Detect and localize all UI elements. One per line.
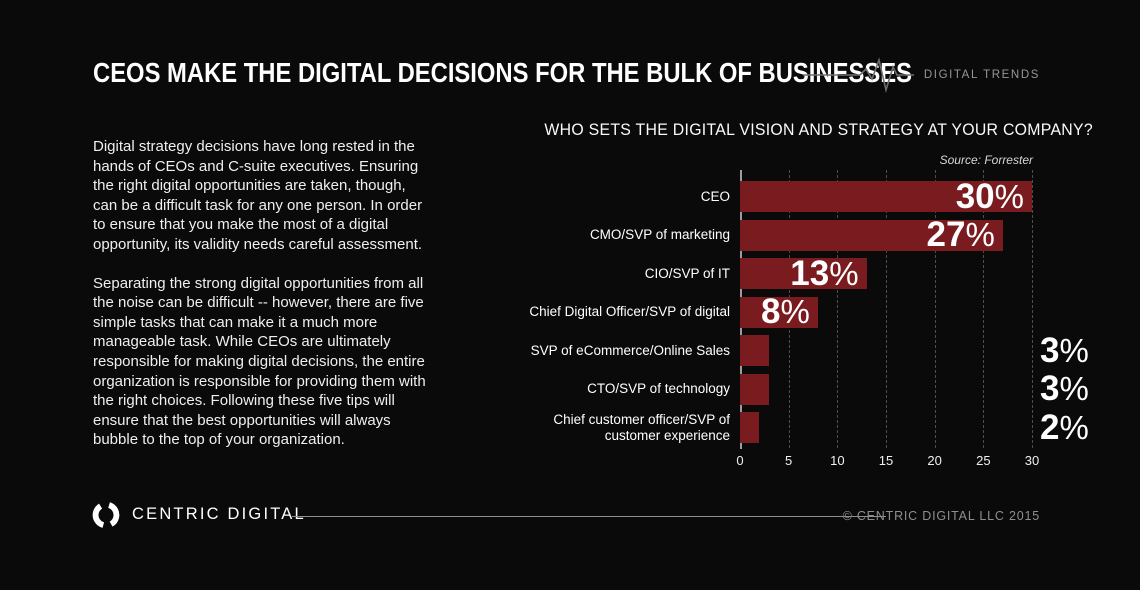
x-tick-label: 30: [1024, 453, 1040, 468]
page-title: CEOS MAKE THE DIGITAL DECISIONS FOR THE …: [93, 57, 912, 88]
bar-value-label: 27%: [926, 215, 995, 255]
bar: 8%: [740, 292, 818, 332]
bar-value-label: 13%: [790, 253, 859, 293]
bar-track: 27%: [740, 215, 1033, 255]
chart-row: CIO/SVP of IT 13%: [505, 253, 1033, 293]
chart-rows: CEO 30% CMO/SVP of marketing 27% CIO/SVP of …: [505, 176, 1089, 451]
bar-category-label: SVP of eCommerce/Online Sales: [530, 342, 730, 358]
intro-paragraph-1: Digital strategy decisions have long res…: [93, 138, 423, 253]
bar-value-label: 30%: [955, 176, 1024, 216]
gridline: [983, 170, 985, 448]
brand-tag: DIGITAL TRENDS: [802, 57, 1040, 93]
brand-tag-label: DIGITAL TRENDS: [923, 69, 1040, 81]
centric-digital-logo-icon: [92, 501, 120, 529]
bar-category-label: CTO/SVP of technology: [587, 381, 730, 397]
bar-track: 13%: [740, 253, 1033, 293]
bar: 27%: [740, 215, 1003, 255]
chart-row: Chief customer officer/SVP of customer e…: [505, 410, 1089, 445]
bar-track: 3%: [740, 371, 1089, 406]
chart-row: CTO/SVP of technology 3%: [505, 371, 1089, 406]
bar-category-label: CIO/SVP of IT: [644, 265, 730, 281]
bar: [740, 373, 770, 405]
bar-value-label: 2%: [1040, 407, 1089, 447]
x-tick-label: 10: [830, 453, 845, 468]
bar: 30%: [740, 176, 1032, 216]
chart-title: WHO SETS THE DIGITAL VISION AND STRATEGY…: [544, 121, 1093, 139]
bar-category-label: Chief customer officer/SVP of customer e…: [553, 412, 730, 443]
chart-row: CMO/SVP of marketing 27%: [505, 215, 1033, 255]
heartbeat-icon: [802, 57, 914, 93]
bar-category-label: CMO/SVP of marketing: [589, 227, 730, 243]
chart-row: Chief Digital Officer/SVP of digital 8%: [505, 292, 1033, 332]
bar: [740, 412, 760, 443]
x-tick-label: 0: [736, 453, 744, 468]
intro-paragraph-2: Separating the strong digital opportunit…: [93, 274, 426, 449]
bar-track: 8%: [740, 292, 1033, 332]
copyright-text: © CENTRIC DIGITAL LLC 2015: [842, 509, 1040, 523]
bar-value-label: 3%: [1040, 369, 1089, 409]
bar-category-label: Chief Digital Officer/SVP of digital: [529, 304, 730, 320]
gridline: [1032, 170, 1033, 448]
bar-chart: WHO SETS THE DIGITAL VISION AND STRATEGY…: [505, 121, 1093, 468]
chart-row: SVP of eCommerce/Online Sales 3%: [505, 333, 1089, 368]
bar: 13%: [740, 253, 867, 293]
x-tick-label: 20: [927, 453, 942, 468]
bar-track: 3%: [740, 333, 1089, 368]
chart-source: Source: Forrester: [939, 153, 1033, 167]
chart-row: CEO 30%: [505, 176, 1033, 216]
bar-value-label: 3%: [1040, 330, 1089, 370]
bar-category-label: CEO: [700, 188, 730, 204]
x-tick-label: 25: [976, 453, 991, 468]
bar-track: 2%: [740, 410, 1089, 445]
x-tick-label: 5: [785, 453, 793, 468]
bar-value-label: 8%: [761, 292, 810, 332]
gridline: [934, 170, 936, 448]
footer-brand-text: CENTRIC DIGITAL: [132, 505, 306, 523]
x-axis: 0 5 10 15 20 25 30: [736, 453, 1039, 471]
bar-track: 30%: [740, 176, 1033, 216]
x-tick-label: 15: [878, 453, 894, 468]
footer-divider: [292, 516, 886, 517]
intro-text: Digital strategy decisions have long res…: [93, 137, 433, 469]
gridline: [886, 170, 887, 448]
chart-body: CEO 30% CMO/SVP of marketing 27% CIO/SVP of …: [505, 170, 1089, 468]
gridline: [837, 170, 839, 448]
bar: [740, 335, 770, 366]
